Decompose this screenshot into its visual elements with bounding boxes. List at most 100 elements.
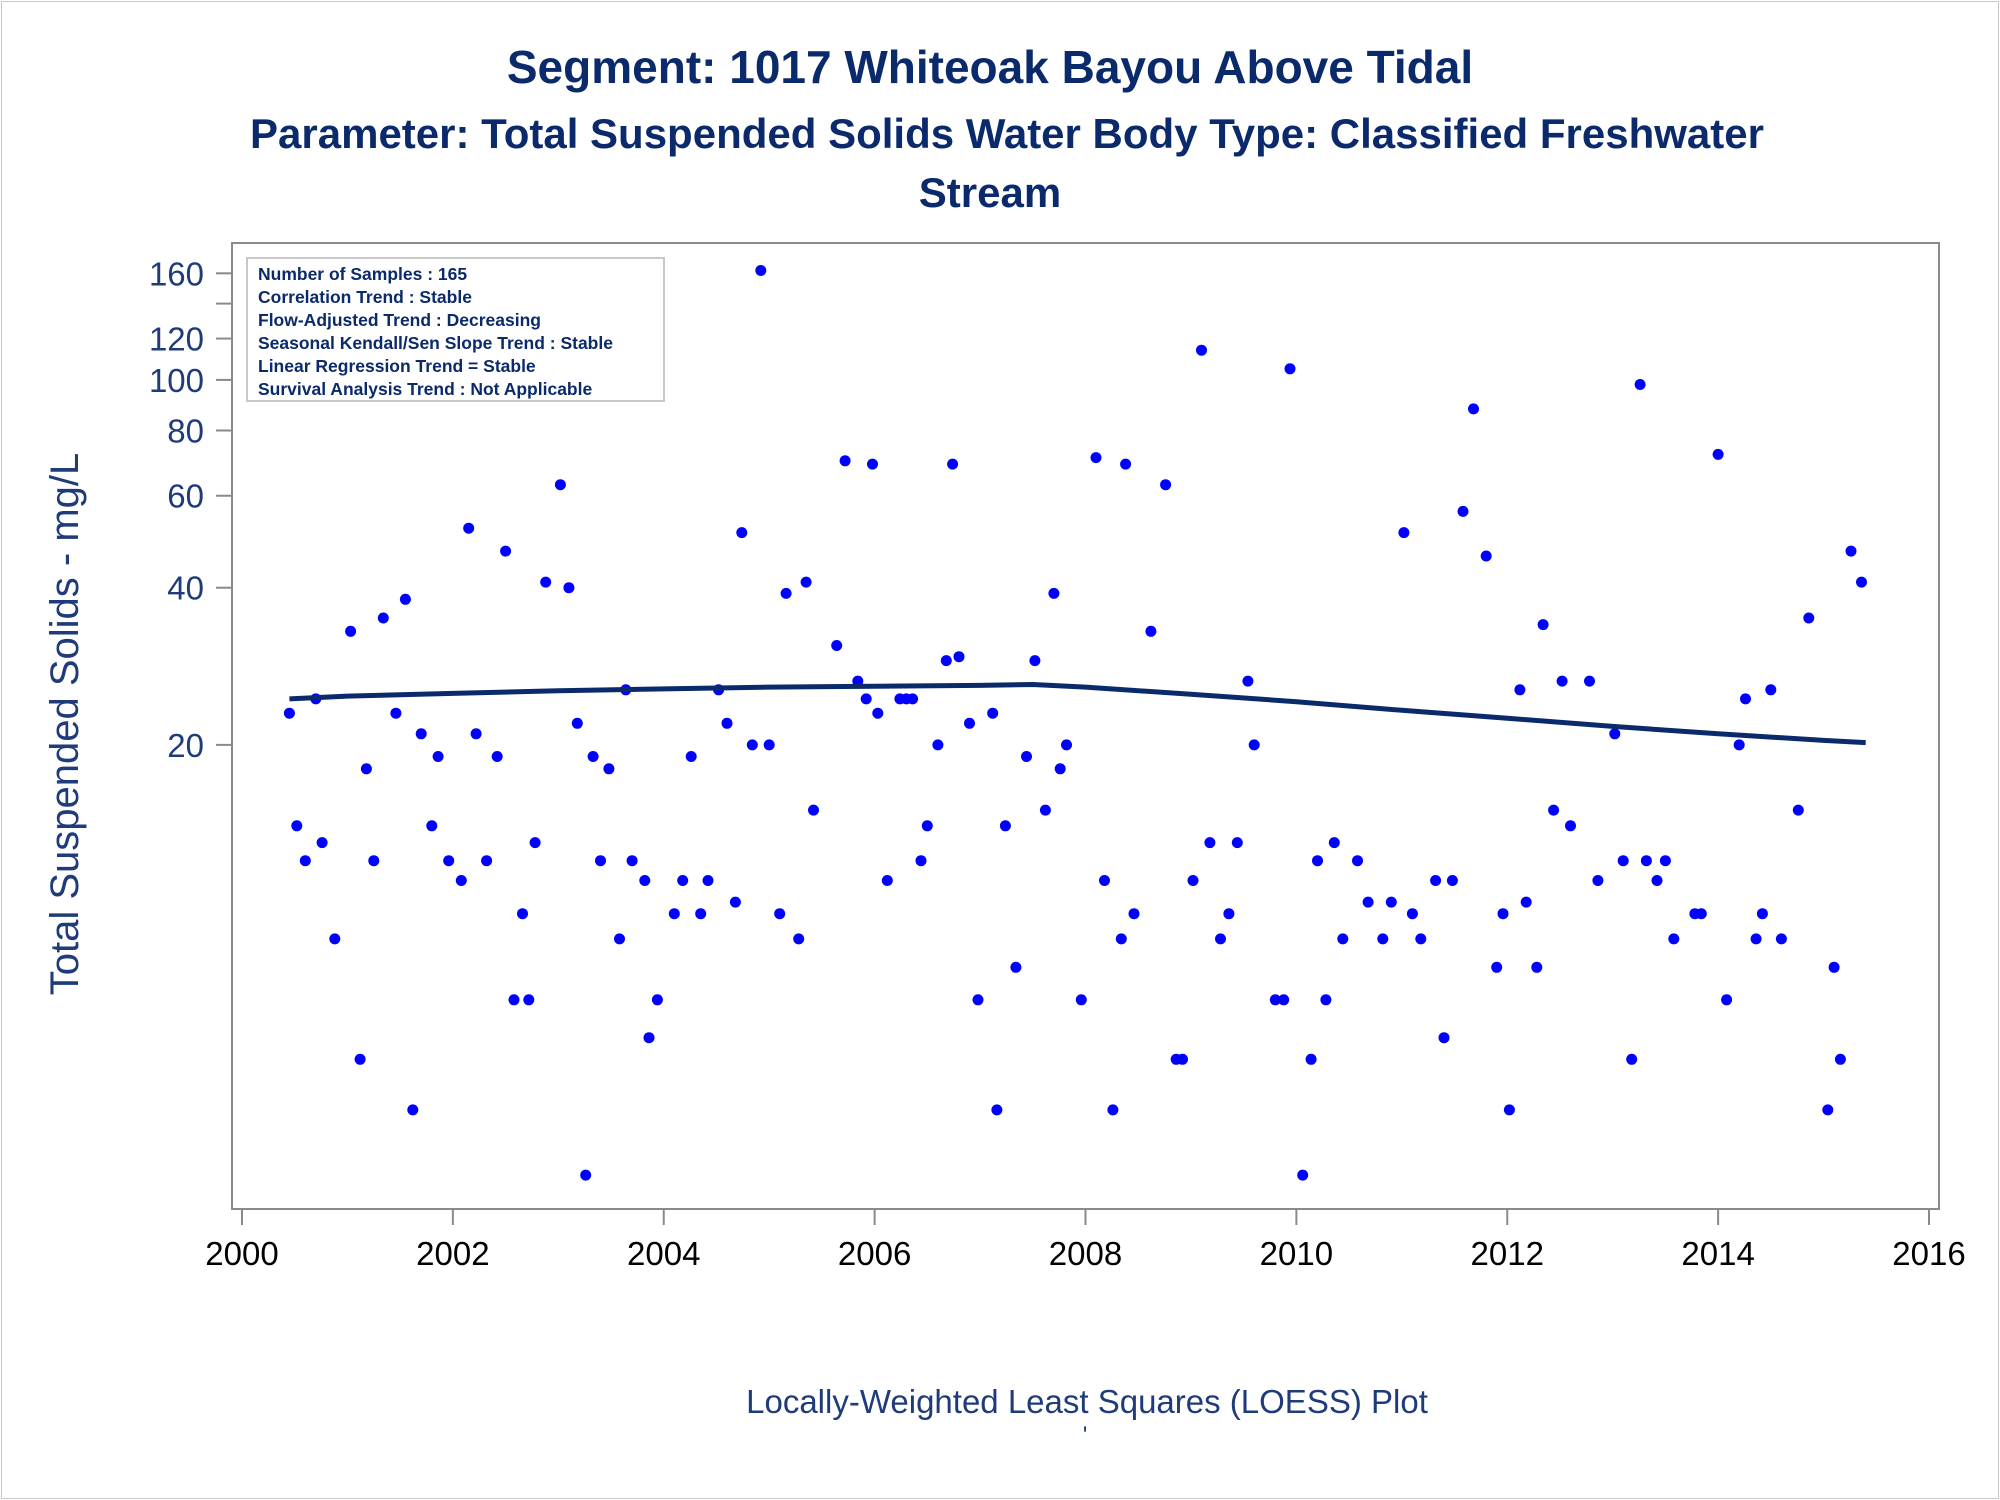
data-point — [668, 908, 680, 920]
data-point — [540, 576, 552, 588]
data-point — [523, 994, 535, 1006]
data-point — [1128, 908, 1140, 920]
data-point — [407, 1104, 419, 1116]
data-point — [677, 875, 689, 886]
data-point — [1385, 896, 1397, 908]
data-point — [1756, 908, 1768, 920]
data-point — [1721, 994, 1733, 1006]
data-point — [554, 479, 566, 491]
data-point — [755, 265, 767, 276]
data-point — [1075, 994, 1087, 1006]
data-point — [529, 837, 541, 849]
data-point — [867, 458, 878, 470]
data-point — [1377, 933, 1389, 945]
data-point — [1352, 855, 1363, 867]
data-point — [360, 763, 372, 775]
trend-summary-line: Seasonal Kendall/Sen Slope Trend : Stabl… — [258, 333, 613, 353]
x-tick-label: 2016 — [1892, 1235, 1965, 1272]
data-point — [972, 994, 984, 1006]
data-point — [1733, 739, 1745, 751]
x-tick-label: 2014 — [1681, 1235, 1754, 1272]
data-point — [1438, 1032, 1450, 1044]
data-point — [860, 693, 872, 705]
data-point — [1480, 550, 1492, 562]
data-point — [729, 896, 741, 908]
data-point — [299, 855, 311, 867]
data-point — [1048, 587, 1060, 599]
data-point — [1204, 837, 1216, 849]
data-point — [1054, 763, 1066, 775]
data-point — [345, 625, 357, 637]
footnote: ' — [1083, 1422, 1088, 1449]
data-point — [1231, 837, 1243, 849]
data-point — [1029, 655, 1041, 667]
data-point — [481, 855, 493, 867]
data-point — [1061, 739, 1072, 751]
data-point — [1337, 933, 1349, 945]
data-point — [1215, 933, 1226, 945]
trend-summary-box: Number of Samples : 165 Correlation Trend… — [246, 257, 665, 402]
data-point — [991, 1104, 1003, 1116]
data-point — [953, 651, 965, 663]
data-point — [1305, 1053, 1317, 1065]
y-axis-label: Total Suspended Solids - mg/L — [43, 453, 87, 996]
data-point — [1430, 875, 1442, 886]
x-tick-label: 2002 — [416, 1235, 489, 1272]
data-point — [1617, 855, 1629, 867]
data-point — [1223, 908, 1235, 920]
data-point — [1834, 1053, 1846, 1065]
data-point — [1634, 379, 1646, 390]
data-point — [1548, 804, 1560, 816]
data-point — [316, 837, 328, 849]
data-point — [517, 908, 528, 920]
y-axis: 20 40 60 80 100 120 160 — [149, 255, 232, 764]
data-point — [1160, 479, 1172, 491]
data-point — [1556, 675, 1568, 687]
data-point — [1446, 875, 1458, 886]
data-points — [283, 265, 1867, 1181]
data-point — [1609, 728, 1621, 740]
data-point — [1320, 994, 1332, 1006]
data-point — [587, 751, 599, 762]
data-point — [1845, 545, 1857, 557]
data-point — [746, 739, 758, 751]
data-point — [1145, 625, 1157, 637]
data-point — [932, 739, 944, 751]
data-point — [508, 994, 520, 1006]
trend-summary-border — [246, 257, 665, 402]
data-point — [1248, 739, 1260, 751]
data-point — [800, 576, 812, 588]
data-point — [1177, 1053, 1188, 1065]
data-point — [780, 587, 792, 599]
data-point — [463, 522, 475, 534]
data-point — [595, 855, 606, 867]
y-tick-label: 120 — [149, 321, 204, 358]
data-point — [1312, 855, 1323, 867]
data-point — [1514, 684, 1526, 696]
loess-curve — [289, 682, 1866, 746]
x-tick-label: 2000 — [205, 1235, 278, 1272]
data-point — [1328, 837, 1340, 849]
data-point — [614, 933, 625, 945]
data-point — [763, 739, 775, 751]
data-point — [1792, 804, 1804, 816]
data-point — [1659, 855, 1671, 867]
data-point — [1856, 576, 1867, 588]
data-point — [736, 527, 748, 539]
trend-summary-line: Linear Regression Trend = Stable — [258, 356, 536, 376]
data-point — [1491, 961, 1503, 973]
trend-summary-line: Survival Analysis Trend : Not Applicable — [258, 379, 592, 399]
data-point — [1822, 1104, 1834, 1116]
trend-summary-line: Flow-Adjusted Trend : Decreasing — [258, 310, 541, 330]
data-point — [1398, 527, 1410, 539]
data-point — [426, 820, 438, 832]
data-point — [443, 855, 455, 867]
y-tick-label: 20 — [167, 727, 204, 764]
data-point — [702, 875, 714, 886]
data-point — [1406, 908, 1418, 920]
data-point — [1537, 619, 1549, 631]
x-axis-label: Locally-Weighted Least Squares (LOESS) P… — [746, 1383, 1428, 1420]
data-point — [1592, 875, 1604, 886]
data-point — [1765, 684, 1777, 696]
